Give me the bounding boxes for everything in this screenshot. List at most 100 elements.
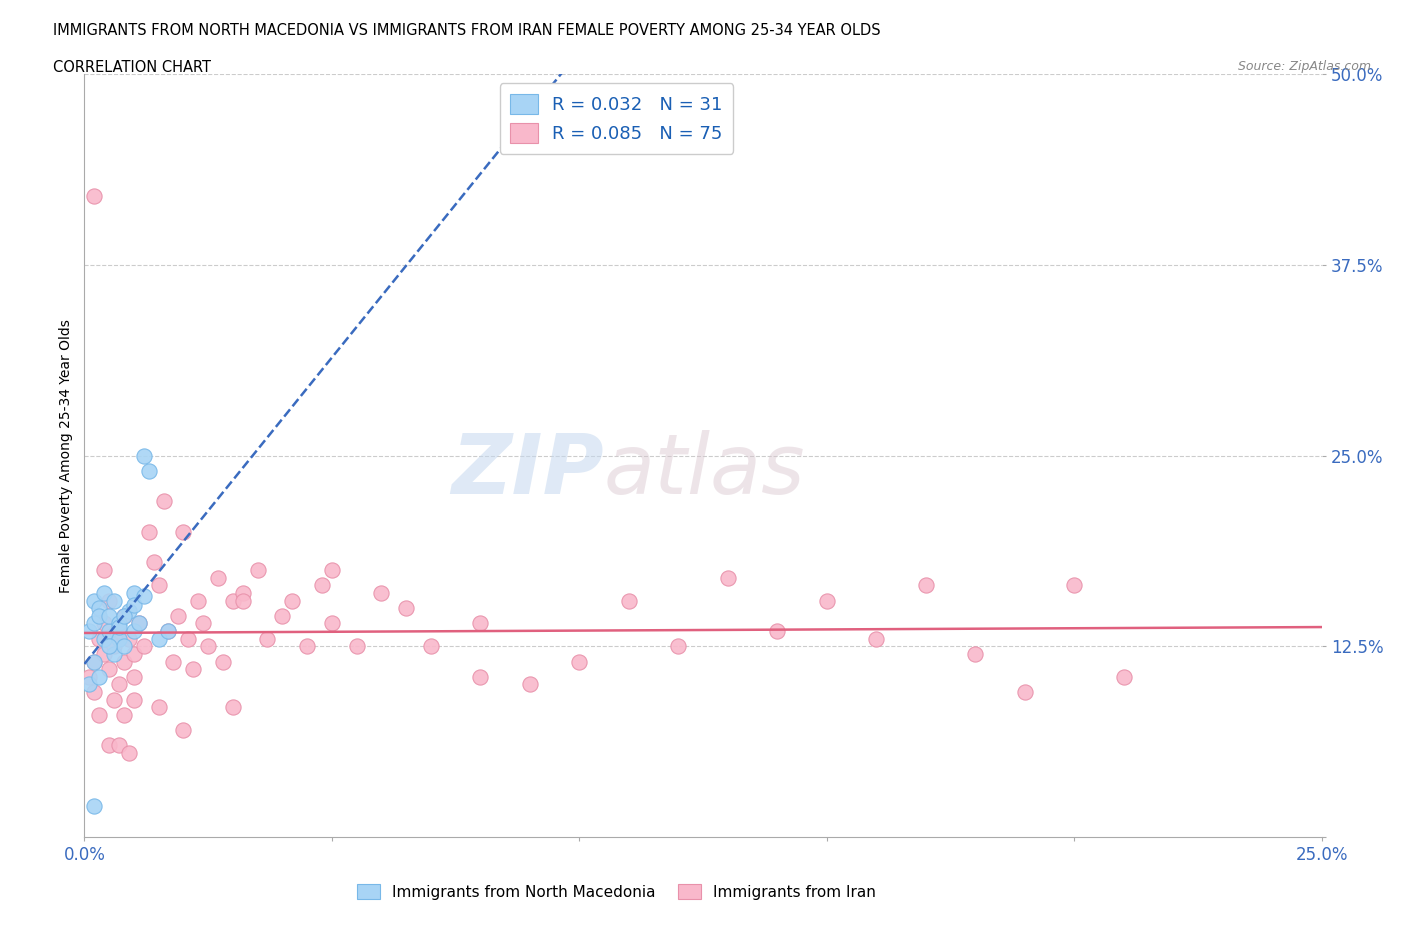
Point bbox=[122, 624, 145, 639]
Point bbox=[122, 670, 145, 684]
Point bbox=[122, 646, 145, 661]
Text: CORRELATION CHART: CORRELATION CHART bbox=[53, 60, 211, 75]
Point bbox=[112, 608, 135, 623]
Point bbox=[108, 677, 131, 692]
Point bbox=[79, 624, 101, 639]
Point bbox=[197, 639, 219, 654]
Point bbox=[108, 631, 131, 646]
Point bbox=[865, 631, 887, 646]
Point bbox=[321, 616, 343, 631]
Point bbox=[766, 624, 789, 639]
Point bbox=[152, 494, 174, 509]
Point bbox=[108, 619, 131, 634]
Point bbox=[212, 654, 235, 669]
Point bbox=[132, 448, 155, 463]
Point bbox=[232, 593, 254, 608]
Point bbox=[181, 662, 204, 677]
Legend: Immigrants from North Macedonia, Immigrants from Iran: Immigrants from North Macedonia, Immigra… bbox=[350, 877, 883, 906]
Point bbox=[83, 654, 105, 669]
Point bbox=[172, 525, 194, 539]
Point bbox=[172, 723, 194, 737]
Point bbox=[89, 608, 111, 623]
Point bbox=[191, 616, 214, 631]
Point bbox=[666, 639, 689, 654]
Point bbox=[914, 578, 936, 592]
Point bbox=[83, 799, 105, 814]
Point bbox=[108, 616, 131, 631]
Point bbox=[965, 646, 987, 661]
Point bbox=[207, 570, 229, 585]
Point bbox=[232, 586, 254, 601]
Point bbox=[112, 654, 135, 669]
Point bbox=[187, 593, 209, 608]
Text: atlas: atlas bbox=[605, 431, 806, 512]
Point bbox=[103, 639, 125, 654]
Point bbox=[98, 624, 121, 639]
Point bbox=[79, 677, 101, 692]
Point bbox=[83, 593, 105, 608]
Point bbox=[148, 700, 170, 715]
Point bbox=[132, 639, 155, 654]
Point bbox=[89, 670, 111, 684]
Point bbox=[1112, 670, 1135, 684]
Point bbox=[128, 616, 150, 631]
Text: Source: ZipAtlas.com: Source: ZipAtlas.com bbox=[1237, 60, 1371, 73]
Point bbox=[83, 654, 105, 669]
Point bbox=[118, 604, 141, 618]
Text: IMMIGRANTS FROM NORTH MACEDONIA VS IMMIGRANTS FROM IRAN FEMALE POVERTY AMONG 25-: IMMIGRANTS FROM NORTH MACEDONIA VS IMMIG… bbox=[53, 23, 882, 38]
Point bbox=[112, 639, 135, 654]
Point bbox=[295, 639, 318, 654]
Point bbox=[83, 189, 105, 204]
Point bbox=[93, 616, 115, 631]
Point bbox=[118, 746, 141, 761]
Point bbox=[98, 738, 121, 753]
Point bbox=[103, 692, 125, 707]
Point bbox=[321, 563, 343, 578]
Point bbox=[167, 608, 190, 623]
Point bbox=[132, 589, 155, 604]
Point bbox=[79, 670, 101, 684]
Point bbox=[98, 639, 121, 654]
Point bbox=[157, 624, 180, 639]
Point bbox=[281, 593, 304, 608]
Point bbox=[108, 624, 131, 639]
Point bbox=[568, 654, 591, 669]
Point bbox=[83, 684, 105, 699]
Point bbox=[157, 624, 180, 639]
Point bbox=[1063, 578, 1085, 592]
Point bbox=[93, 631, 115, 646]
Point bbox=[98, 662, 121, 677]
Point bbox=[122, 586, 145, 601]
Point bbox=[138, 525, 160, 539]
Point bbox=[118, 631, 141, 646]
Point bbox=[98, 593, 121, 608]
Point bbox=[108, 738, 131, 753]
Text: ZIP: ZIP bbox=[451, 431, 605, 512]
Point bbox=[138, 463, 160, 478]
Point bbox=[89, 708, 111, 723]
Point bbox=[815, 593, 838, 608]
Point bbox=[142, 555, 165, 570]
Point bbox=[419, 639, 441, 654]
Point bbox=[83, 616, 105, 631]
Point bbox=[222, 593, 245, 608]
Point bbox=[370, 586, 392, 601]
Point bbox=[122, 598, 145, 613]
Point bbox=[148, 578, 170, 592]
Point bbox=[98, 608, 121, 623]
Point bbox=[346, 639, 368, 654]
Point bbox=[93, 586, 115, 601]
Point bbox=[246, 563, 269, 578]
Point bbox=[519, 677, 541, 692]
Point bbox=[89, 601, 111, 616]
Point bbox=[93, 563, 115, 578]
Point bbox=[256, 631, 278, 646]
Point bbox=[112, 608, 135, 623]
Point bbox=[162, 654, 184, 669]
Point bbox=[717, 570, 740, 585]
Point bbox=[395, 601, 418, 616]
Point bbox=[112, 708, 135, 723]
Point bbox=[148, 631, 170, 646]
Point bbox=[271, 608, 294, 623]
Point bbox=[122, 692, 145, 707]
